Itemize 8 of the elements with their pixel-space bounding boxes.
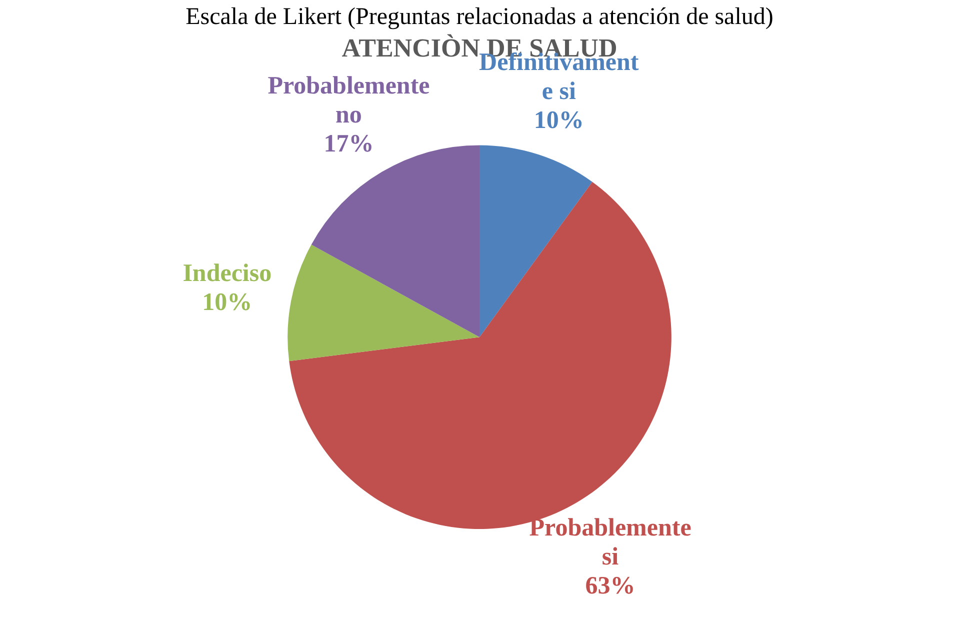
slice-label: Indeciso: [182, 260, 272, 287]
slice-label: Probablemente no: [268, 72, 430, 128]
slice-label: Probablemente si: [529, 514, 692, 571]
data-label: 17%: [324, 130, 374, 158]
data-label: 10%: [534, 107, 584, 134]
data-label: 63%: [585, 572, 636, 600]
chart-subtitle: Escala de Likert (Preguntas relacionadas a atención de salud): [184, 3, 774, 32]
data-label: 10%: [202, 288, 252, 316]
